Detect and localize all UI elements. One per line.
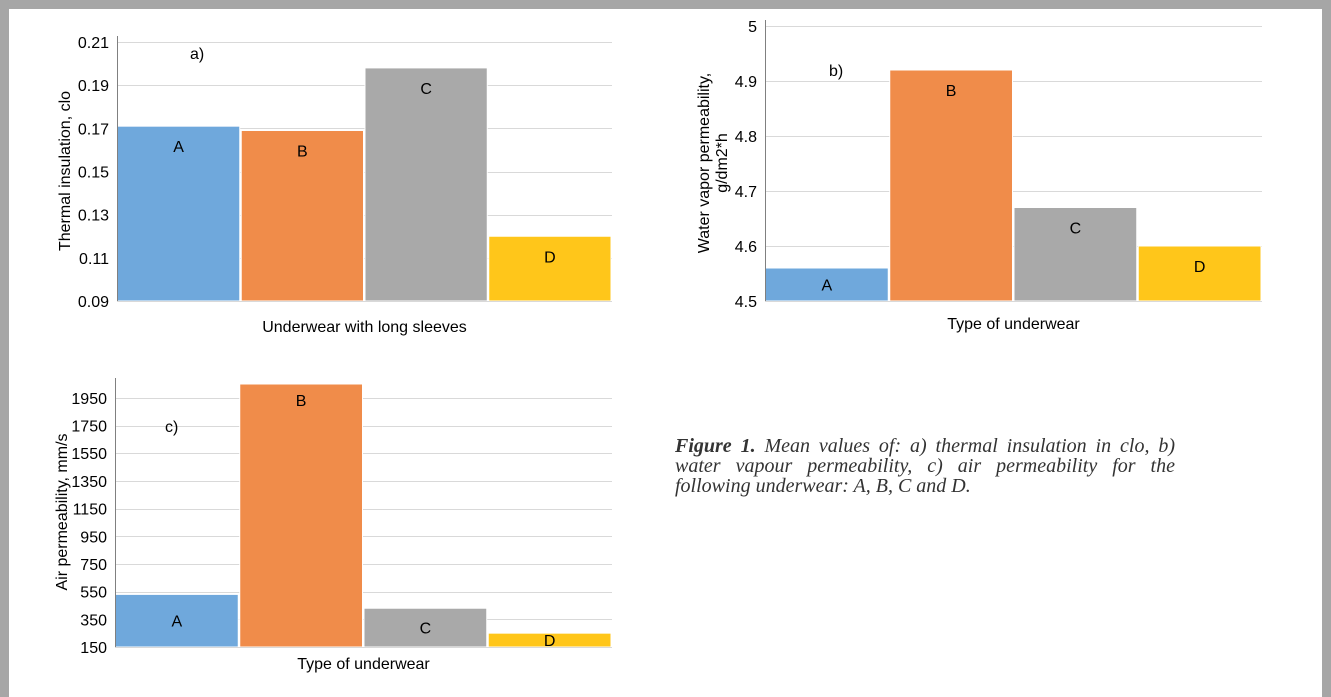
caption-text: Mean values of: a) thermal insulation in… [675, 435, 1175, 497]
thermal-insulation-bar-label-C: C [420, 81, 432, 98]
air-permeability-bar-C [363, 607, 488, 648]
thermal-insulation-bar-B [240, 129, 364, 302]
thermal-insulation-y-tick-label: 0.13 [78, 208, 109, 225]
air-permeability-bar-label-D: D [544, 633, 556, 650]
air-permeability-bar-label-B: B [296, 393, 307, 410]
water-vapor-y-tick-label: 4.8 [735, 129, 757, 146]
thermal-insulation-bar-D [488, 235, 612, 302]
air-permeability-y-tick-label: 1750 [71, 419, 107, 436]
thermal-insulation-y-title: Thermal insulation, clo [57, 91, 74, 251]
water-vapor-panel-label: b) [829, 63, 843, 80]
thermal-insulation-bar-label-B: B [297, 143, 308, 160]
water-vapor-bar-C [1013, 207, 1138, 302]
thermal-insulation-bar-label-A: A [173, 139, 184, 156]
water-vapor-bar-label-A: A [822, 278, 833, 295]
water-vapor-bar-label-D: D [1194, 259, 1206, 276]
air-permeability-bar-A [115, 593, 239, 648]
air-permeability-y-tick-label: 550 [80, 585, 107, 602]
thermal-insulation-y-tick-label: 0.19 [78, 78, 109, 95]
air-permeability-y-tick-label: 1350 [71, 474, 107, 491]
air-permeability-x-title: Type of underwear [297, 656, 430, 673]
air-permeability-y-title: Air permeability, mm/s [54, 433, 71, 590]
water-vapor-x-title: Type of underwear [947, 316, 1080, 333]
water-vapor-y-title: g/dm2*h [714, 133, 731, 193]
water-vapor-bar-B [889, 69, 1013, 302]
air-permeability-y-tick-label: 1550 [71, 446, 107, 463]
air-permeability-bar-B [239, 383, 363, 648]
thermal-insulation-y-tick-label: 0.09 [78, 294, 109, 311]
air-permeability-y-tick-label: 950 [80, 529, 107, 546]
caption-label: Figure 1. [675, 435, 756, 457]
thermal-insulation-y-tick-label: 0.17 [78, 121, 109, 138]
water-vapor-y-tick-label: 4.5 [735, 294, 757, 311]
air-permeability-y-tick-label: 750 [80, 557, 107, 574]
air-permeability-y-tick-label: 150 [80, 640, 107, 657]
water-vapor-bar-A [765, 267, 889, 302]
thermal-insulation-bar-label-D: D [544, 249, 556, 266]
thermal-insulation-panel-label: a) [190, 46, 204, 63]
air-permeability-y-tick-label: 1950 [71, 391, 107, 408]
water-vapor-y-title: Water vapor permeability, [696, 73, 713, 254]
water-vapor-y-tick-label: 4.7 [735, 184, 757, 201]
water-vapor-y-tick-label: 4.9 [735, 74, 757, 91]
figure-caption: Figure 1. Mean values of: a) thermal ins… [675, 436, 1175, 496]
thermal-insulation-y-tick-label: 0.15 [78, 165, 109, 182]
water-vapor-bar-label-B: B [946, 83, 957, 100]
water-vapor-bar-D [1137, 245, 1262, 302]
thermal-insulation-bar-C [364, 67, 488, 302]
air-permeability-y-tick-label: 350 [80, 612, 107, 629]
thermal-insulation-y-tick-label: 0.11 [79, 251, 109, 268]
air-permeability-panel-label: c) [165, 419, 178, 436]
water-vapor-y-tick-label: 4.6 [735, 239, 757, 256]
thermal-insulation-y-tick-label: 0.21 [78, 35, 109, 52]
air-permeability-bar-label-A: A [172, 614, 183, 631]
water-vapor-y-tick-label: 5 [748, 19, 757, 36]
air-permeability-bar-label-C: C [420, 621, 432, 638]
air-permeability-y-tick-label: 1150 [73, 502, 108, 519]
water-vapor-bar-label-C: C [1070, 221, 1082, 238]
thermal-insulation-x-title: Underwear with long sleeves [262, 319, 467, 336]
